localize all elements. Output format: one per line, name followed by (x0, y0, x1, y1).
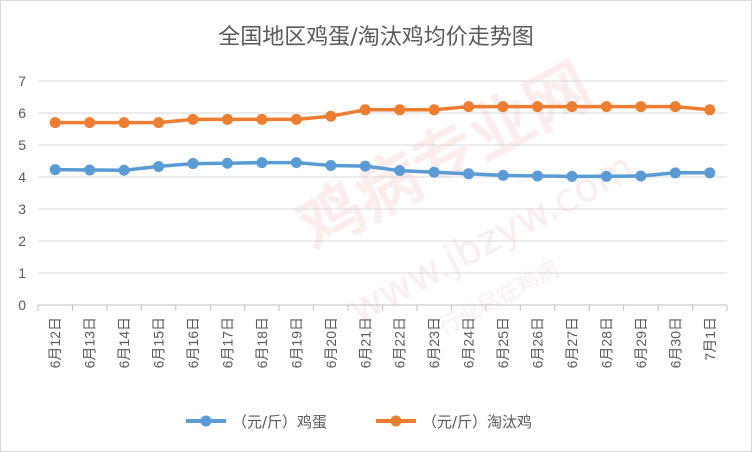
data-point (49, 164, 61, 176)
x-tick-label: 6月15日 (151, 317, 167, 368)
x-tick-label: 6月12日 (47, 317, 63, 368)
legend-item-egg: （元/斤）鸡蛋 (186, 413, 327, 431)
y-tick-label: 7 (18, 73, 26, 89)
data-point (704, 167, 716, 179)
data-point (325, 110, 337, 122)
x-tick-label: 6月22日 (392, 317, 408, 368)
series-line (53, 160, 712, 179)
y-tick-label: 2 (18, 233, 26, 249)
x-tick-label: 6月21日 (357, 317, 373, 368)
series-1 (49, 157, 716, 182)
chart-title: 全国地区鸡蛋/淘汰鸡均价走势图 (218, 25, 533, 50)
y-tick-label: 1 (18, 265, 26, 281)
data-point (669, 101, 681, 113)
data-point (84, 117, 96, 129)
data-point (566, 101, 578, 113)
data-point (463, 101, 475, 113)
data-point (256, 113, 268, 125)
x-tick-label: 6月29日 (633, 317, 649, 368)
data-point (118, 164, 130, 176)
y-tick-label: 6 (18, 105, 26, 121)
data-point (221, 157, 233, 169)
series-group (49, 101, 716, 182)
legend-label-culled-hen: （元/斤）淘汰鸡 (422, 413, 532, 431)
x-axis: 6月12日 6月13日 6月14日 6月15日 6月16日 6月17日 6月18日 6月19日… (37, 305, 728, 368)
x-tick-label: 6月18日 (254, 317, 270, 368)
data-point (600, 170, 612, 182)
watermark-main: 鸡病专业网 (287, 50, 604, 266)
data-point (153, 117, 165, 129)
legend-marker-culled-hen (390, 415, 402, 427)
y-tick-label: 4 (18, 169, 26, 185)
data-point (359, 160, 371, 172)
data-point (669, 167, 681, 179)
watermark: 鸡病专业网 www.jbzyw.com 行业尽在鸡病 (287, 50, 642, 341)
data-point (187, 158, 199, 170)
data-point (290, 113, 302, 125)
x-tick-label: 7月1日 (702, 317, 718, 361)
data-point (635, 170, 647, 182)
legend-label-egg: （元/斤）鸡蛋 (232, 413, 327, 431)
x-tick-label: 6月13日 (82, 317, 98, 368)
data-point (566, 170, 578, 182)
y-tick-label: 5 (18, 137, 26, 153)
data-point (394, 104, 406, 116)
grid-lines (38, 80, 727, 306)
data-point (428, 166, 440, 178)
data-point (359, 104, 371, 116)
series-2 (49, 101, 716, 129)
x-tick-label: 6月17日 (219, 317, 235, 368)
x-tick-label: 6月23日 (426, 317, 442, 368)
data-point (325, 159, 337, 171)
x-tick-label: 6月25日 (495, 317, 511, 368)
x-tick-label: 6月28日 (598, 317, 614, 368)
x-tick-label: 6月20日 (323, 317, 339, 368)
data-point (256, 157, 268, 169)
data-point (290, 157, 302, 169)
data-point (84, 164, 96, 176)
legend: （元/斤）鸡蛋 （元/斤）淘汰鸡 (186, 413, 532, 431)
data-point (394, 165, 406, 177)
data-point (428, 104, 440, 116)
x-tick-label: 6月30日 (667, 317, 683, 368)
data-point (532, 170, 544, 182)
y-axis: 0 1 2 3 4 5 6 7 (18, 73, 26, 313)
data-point (118, 117, 130, 129)
x-tick-label: 6月26日 (530, 317, 546, 368)
x-tick-label: 6月19日 (288, 317, 304, 368)
x-tick-label: 6月24日 (461, 317, 477, 368)
y-tick-label: 3 (18, 201, 26, 217)
data-point (635, 101, 647, 113)
data-point (221, 113, 233, 125)
data-point (49, 117, 61, 129)
data-point (600, 101, 612, 113)
data-point (187, 113, 199, 125)
legend-marker-egg (200, 415, 212, 427)
x-tick-label: 6月14日 (116, 317, 132, 368)
x-tick-label: 6月16日 (185, 317, 201, 368)
data-point (497, 169, 509, 181)
data-point (153, 160, 165, 172)
data-point (704, 104, 716, 116)
data-point (497, 101, 509, 113)
data-point (463, 168, 475, 180)
y-tick-label: 0 (18, 297, 26, 313)
data-point (532, 101, 544, 113)
series-line (53, 104, 712, 125)
legend-item-culled-hen: （元/斤）淘汰鸡 (376, 413, 532, 431)
x-tick-label: 6月27日 (564, 317, 580, 368)
